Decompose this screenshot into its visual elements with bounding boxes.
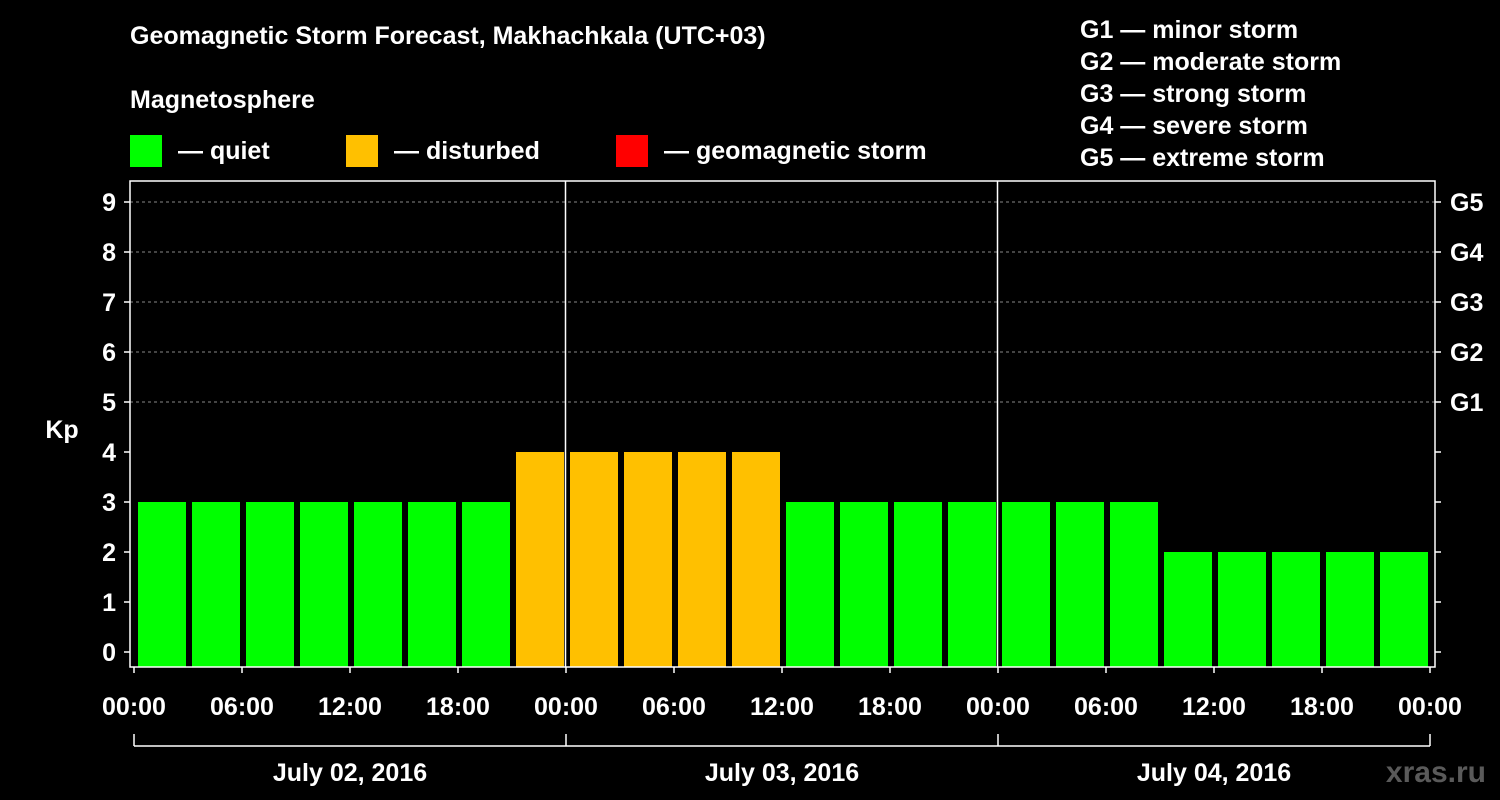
x-tick-label-7: 18:00 — [858, 693, 922, 721]
storm-level-g5: G5 — extreme storm — [1080, 144, 1325, 172]
kp-bar-18 — [1056, 502, 1104, 667]
y-tick-label-7: 7 — [102, 289, 116, 317]
g-label-g2: G2 — [1450, 339, 1483, 367]
quiet-swatch — [130, 135, 162, 167]
disturbed-swatch — [346, 135, 378, 167]
y-tick-label-9: 9 — [102, 189, 116, 217]
kp-bar-20 — [1164, 552, 1212, 667]
kp-bar-1 — [138, 502, 186, 667]
y-tick-label-4: 4 — [102, 439, 116, 467]
y-tick-label-8: 8 — [102, 239, 116, 267]
kp-bar-3 — [246, 502, 294, 667]
legend-disturbed: — disturbed — [346, 134, 540, 168]
kp-bar-23 — [1326, 552, 1374, 667]
g-label-g1: G1 — [1450, 389, 1483, 417]
x-tick-label-9: 06:00 — [1074, 693, 1138, 721]
y-tick-label-6: 6 — [102, 339, 116, 367]
x-tick-label-3: 18:00 — [426, 693, 490, 721]
x-tick-label-4: 00:00 — [534, 693, 598, 721]
kp-bar-2 — [192, 502, 240, 667]
kp-bar-10 — [624, 452, 672, 667]
kp-bar-9 — [570, 452, 618, 667]
chart-title: Geomagnetic Storm Forecast, Makhachkala … — [130, 22, 766, 50]
kp-bar-21 — [1218, 552, 1266, 667]
x-tick-label-8: 00:00 — [966, 693, 1030, 721]
kp-bar-4 — [300, 502, 348, 667]
kp-bar-22 — [1272, 552, 1320, 667]
y-axis-label: Kp — [45, 416, 78, 444]
kp-bar-19 — [1110, 502, 1158, 667]
kp-bar-16 — [948, 502, 996, 667]
y-tick-label-0: 0 — [102, 639, 116, 667]
y-tick-label-1: 1 — [102, 589, 116, 617]
x-tick-label-2: 12:00 — [318, 693, 382, 721]
storm-level-g4: G4 — severe storm — [1080, 112, 1308, 140]
y-tick-label-2: 2 — [102, 539, 116, 567]
y-tick-label-5: 5 — [102, 389, 116, 417]
kp-bar-11 — [678, 452, 726, 667]
kp-bar-8 — [516, 452, 564, 667]
g-label-g4: G4 — [1450, 239, 1483, 267]
x-tick-label-10: 12:00 — [1182, 693, 1246, 721]
y-tick-label-3: 3 — [102, 489, 116, 517]
kp-bar-17 — [1002, 502, 1050, 667]
day-label-2: July 03, 2016 — [705, 759, 859, 787]
x-tick-label-12: 00:00 — [1398, 693, 1462, 721]
day-label-3: July 04, 2016 — [1137, 759, 1291, 787]
kp-bar-7 — [462, 502, 510, 667]
kp-bar-5 — [354, 502, 402, 667]
storm-level-g2: G2 — moderate storm — [1080, 48, 1342, 76]
x-tick-label-0: 00:00 — [102, 693, 166, 721]
kp-bar-13 — [786, 502, 834, 667]
g-label-g5: G5 — [1450, 189, 1483, 217]
storm-swatch — [616, 135, 648, 167]
kp-bar-6 — [408, 502, 456, 667]
magnetosphere-heading: Magnetosphere — [130, 86, 315, 114]
storm-scale-legend: G1 — minor storm G2 — moderate storm G3 … — [1080, 14, 1341, 174]
kp-bar-14 — [840, 502, 888, 667]
legend-disturbed-label: — disturbed — [394, 136, 540, 165]
kp-bar-15 — [894, 502, 942, 667]
legend-storm-label: — geomagnetic storm — [664, 136, 927, 165]
x-tick-label-6: 12:00 — [750, 693, 814, 721]
x-tick-label-5: 06:00 — [642, 693, 706, 721]
legend-quiet-label: — quiet — [178, 136, 270, 165]
kp-bar-24 — [1380, 552, 1428, 667]
storm-level-g1: G1 — minor storm — [1080, 16, 1299, 44]
storm-level-g3: G3 — strong storm — [1080, 80, 1307, 108]
x-tick-label-1: 06:00 — [210, 693, 274, 721]
legend-quiet: — quiet — [130, 134, 270, 168]
x-tick-label-11: 18:00 — [1290, 693, 1354, 721]
day-label-1: July 02, 2016 — [273, 759, 427, 787]
watermark: xras.ru — [1385, 756, 1486, 789]
legend-storm: — geomagnetic storm — [616, 134, 927, 168]
kp-bar-12 — [732, 452, 780, 667]
g-label-g3: G3 — [1450, 289, 1483, 317]
